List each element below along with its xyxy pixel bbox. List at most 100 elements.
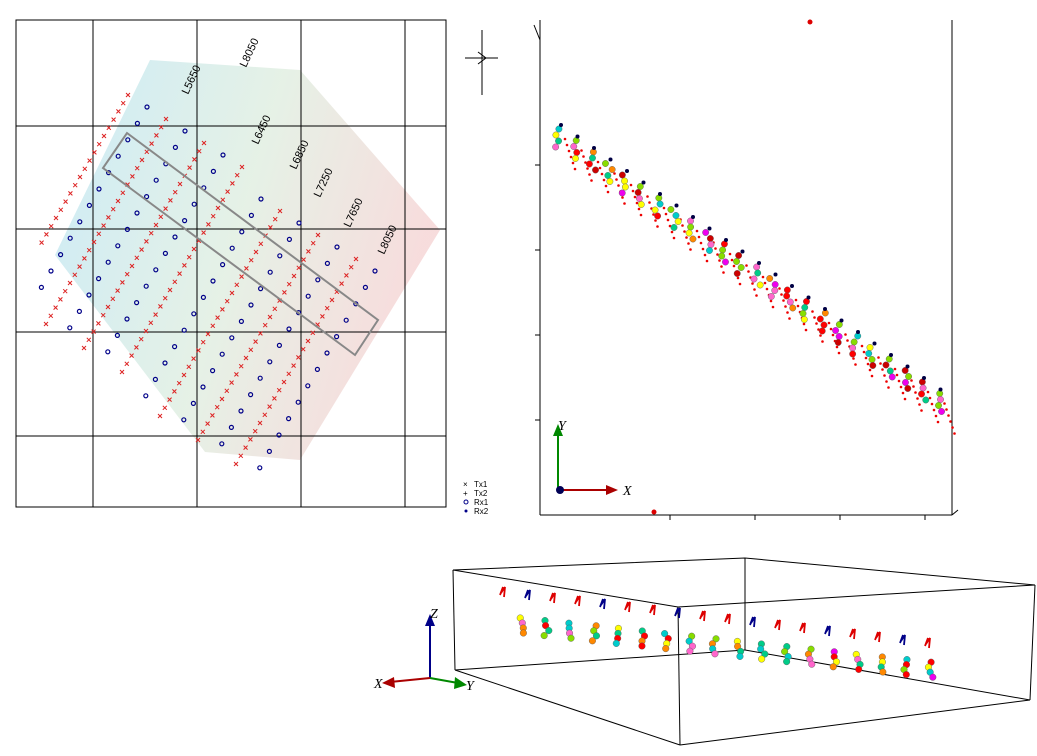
tx-marker bbox=[225, 189, 230, 194]
station bbox=[904, 385, 912, 392]
tx-marker bbox=[163, 116, 169, 122]
rx-marker bbox=[115, 243, 121, 249]
station bbox=[606, 178, 614, 185]
rx-marker bbox=[343, 317, 349, 323]
rx-marker bbox=[143, 393, 149, 399]
tx-marker bbox=[101, 133, 107, 139]
red-dot bbox=[813, 316, 816, 319]
red-dot bbox=[563, 137, 567, 141]
tx-marker bbox=[296, 265, 302, 271]
tx-marker bbox=[158, 304, 163, 309]
red-dot bbox=[687, 242, 690, 245]
red-dot bbox=[934, 414, 938, 418]
rx-marker bbox=[124, 316, 130, 322]
legend-label: Tx1 bbox=[474, 480, 488, 489]
station bbox=[707, 241, 715, 248]
station-3d bbox=[711, 650, 719, 658]
red-dot bbox=[811, 310, 814, 313]
rx-marker bbox=[191, 311, 197, 317]
tx-marker bbox=[234, 372, 239, 377]
red-dot bbox=[883, 374, 886, 377]
tx-marker bbox=[258, 331, 263, 336]
tx-marker bbox=[91, 239, 97, 245]
red-dot bbox=[613, 172, 616, 175]
rx-marker bbox=[238, 318, 244, 324]
tx-marker bbox=[153, 312, 158, 317]
red-dot bbox=[664, 212, 668, 216]
tx-marker bbox=[220, 307, 225, 312]
tx-3d bbox=[674, 607, 681, 619]
tx-marker bbox=[253, 339, 258, 344]
tx-marker bbox=[77, 174, 83, 180]
rx-marker bbox=[67, 325, 73, 331]
station bbox=[816, 315, 824, 323]
red-dot bbox=[648, 201, 651, 204]
rx-marker bbox=[125, 137, 131, 143]
tx-marker bbox=[276, 387, 282, 393]
station bbox=[636, 195, 643, 202]
plan-frame bbox=[533, 20, 959, 520]
tx-marker bbox=[67, 280, 73, 286]
tx-marker bbox=[153, 222, 159, 228]
rx-marker bbox=[276, 432, 282, 438]
red-dot bbox=[864, 356, 868, 360]
red-dot bbox=[780, 293, 783, 296]
tx-marker bbox=[91, 329, 96, 334]
tx-marker bbox=[219, 396, 225, 402]
rx-marker bbox=[219, 351, 225, 357]
tx-marker bbox=[191, 246, 197, 252]
tx-marker bbox=[196, 348, 201, 353]
rx-marker bbox=[134, 300, 140, 306]
tx-marker bbox=[44, 232, 49, 237]
rx-marker bbox=[296, 220, 302, 226]
station bbox=[636, 183, 644, 190]
red-dot bbox=[949, 420, 952, 423]
red-dot bbox=[788, 317, 791, 320]
station bbox=[655, 194, 663, 202]
tx-marker bbox=[81, 345, 87, 351]
red-dot bbox=[815, 322, 818, 325]
tx-marker bbox=[215, 315, 220, 320]
station bbox=[919, 384, 927, 392]
tx-marker bbox=[86, 337, 92, 343]
box-3d bbox=[452, 557, 1036, 746]
station bbox=[801, 304, 809, 311]
station bbox=[800, 316, 808, 323]
tx-marker bbox=[111, 117, 116, 122]
tx-marker bbox=[68, 191, 73, 196]
legend-symbol: × bbox=[463, 480, 468, 489]
rx-dot bbox=[839, 318, 844, 323]
station-3d bbox=[545, 627, 553, 635]
tx-marker bbox=[205, 421, 210, 426]
tx-marker bbox=[120, 100, 126, 106]
tx-marker bbox=[62, 288, 68, 294]
rx-marker bbox=[229, 335, 235, 341]
station-3d bbox=[829, 663, 837, 671]
rx-marker bbox=[153, 267, 159, 273]
station bbox=[888, 373, 896, 381]
rx-marker bbox=[257, 465, 263, 471]
tx-marker bbox=[138, 336, 144, 342]
red-dot bbox=[654, 219, 657, 222]
red-dot bbox=[567, 149, 571, 153]
rx-marker bbox=[86, 202, 93, 208]
tx-marker bbox=[210, 213, 216, 219]
station bbox=[656, 200, 664, 208]
red-dot bbox=[943, 402, 946, 405]
rx-dot bbox=[724, 238, 728, 242]
tx-marker bbox=[348, 264, 354, 270]
station bbox=[935, 402, 942, 409]
coverage bbox=[55, 60, 440, 460]
axis-label: X bbox=[373, 677, 383, 692]
tx-marker bbox=[272, 396, 277, 401]
red-dot bbox=[951, 426, 954, 429]
tx-marker bbox=[181, 372, 187, 378]
rx-marker bbox=[362, 284, 368, 290]
red-dot bbox=[877, 356, 880, 359]
tx-marker bbox=[201, 230, 206, 235]
tx-marker bbox=[210, 413, 215, 418]
rx-marker bbox=[200, 294, 206, 300]
rx-marker bbox=[276, 342, 282, 348]
rx-marker bbox=[172, 344, 178, 350]
